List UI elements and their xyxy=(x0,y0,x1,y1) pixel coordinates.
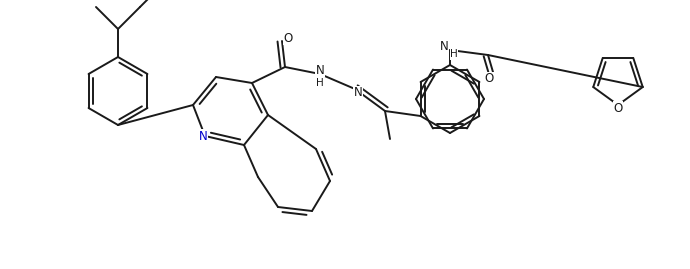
Text: N: N xyxy=(315,63,324,76)
Text: H: H xyxy=(450,49,458,59)
Text: O: O xyxy=(284,31,293,44)
Text: N: N xyxy=(353,87,362,100)
Text: O: O xyxy=(484,73,493,86)
Text: N: N xyxy=(199,129,208,143)
Text: H: H xyxy=(316,78,324,88)
Text: O: O xyxy=(613,101,622,115)
Text: N: N xyxy=(440,40,449,52)
